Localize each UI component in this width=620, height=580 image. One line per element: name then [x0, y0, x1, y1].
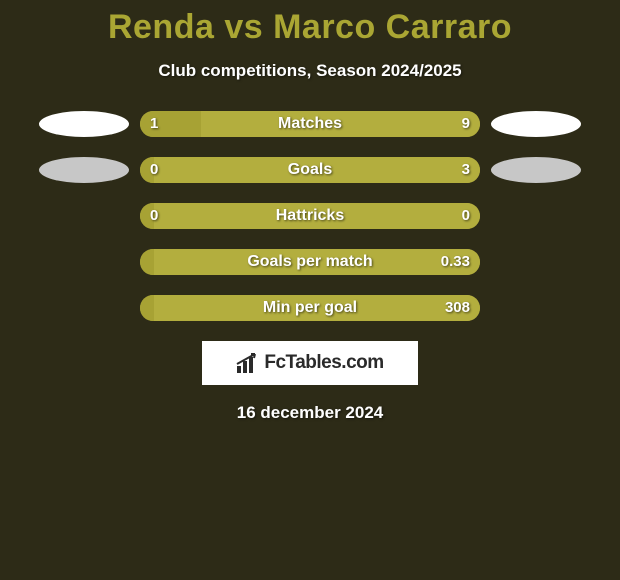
bar-fill-right [154, 249, 480, 275]
left-shape-slot [34, 203, 134, 229]
player-ellipse-left [39, 157, 129, 183]
left-shape-slot [34, 111, 134, 137]
logo-text: FcTables.com [264, 352, 383, 374]
logo-card: FcTables.com [202, 341, 418, 385]
bar-fill-right [154, 203, 480, 229]
right-shape-slot [486, 249, 586, 275]
subtitle: Club competitions, Season 2024/2025 [0, 61, 620, 81]
stat-row: 03Goals [0, 157, 620, 183]
stat-row: 19Matches [0, 111, 620, 137]
bar-fill-right [201, 111, 480, 137]
logo: FcTables.com [236, 352, 383, 374]
bar-track: 03Goals [140, 157, 480, 183]
player-ellipse-left [39, 111, 129, 137]
player-ellipse-right [491, 111, 581, 137]
right-shape-slot [486, 203, 586, 229]
bar-fill-left [140, 249, 154, 275]
left-shape-slot [34, 157, 134, 183]
bar-fill-left [140, 203, 154, 229]
player-ellipse-right [491, 157, 581, 183]
bar-fill-right [154, 157, 480, 183]
stat-row: 308Min per goal [0, 295, 620, 321]
bar-track: 0.33Goals per match [140, 249, 480, 275]
stats-chart: 19Matches 03Goals 00Hattricks 0.33Goals per… [0, 111, 620, 321]
bar-fill-left [140, 111, 201, 137]
right-shape-slot [486, 295, 586, 321]
bar-track: 00Hattricks [140, 203, 480, 229]
right-shape-slot [486, 111, 586, 137]
left-shape-slot [34, 249, 134, 275]
bar-track: 19Matches [140, 111, 480, 137]
bar-fill-right [154, 295, 480, 321]
bar-fill-left [140, 295, 154, 321]
page-title: Renda vs Marco Carraro [0, 8, 620, 47]
date-line: 16 december 2024 [0, 403, 620, 423]
bar-fill-left [140, 157, 154, 183]
stat-row: 0.33Goals per match [0, 249, 620, 275]
comparison-card: Renda vs Marco Carraro Club competitions… [0, 0, 620, 423]
right-shape-slot [486, 157, 586, 183]
bar-track: 308Min per goal [140, 295, 480, 321]
left-shape-slot [34, 295, 134, 321]
stat-row: 00Hattricks [0, 203, 620, 229]
barchart-icon [236, 352, 260, 374]
